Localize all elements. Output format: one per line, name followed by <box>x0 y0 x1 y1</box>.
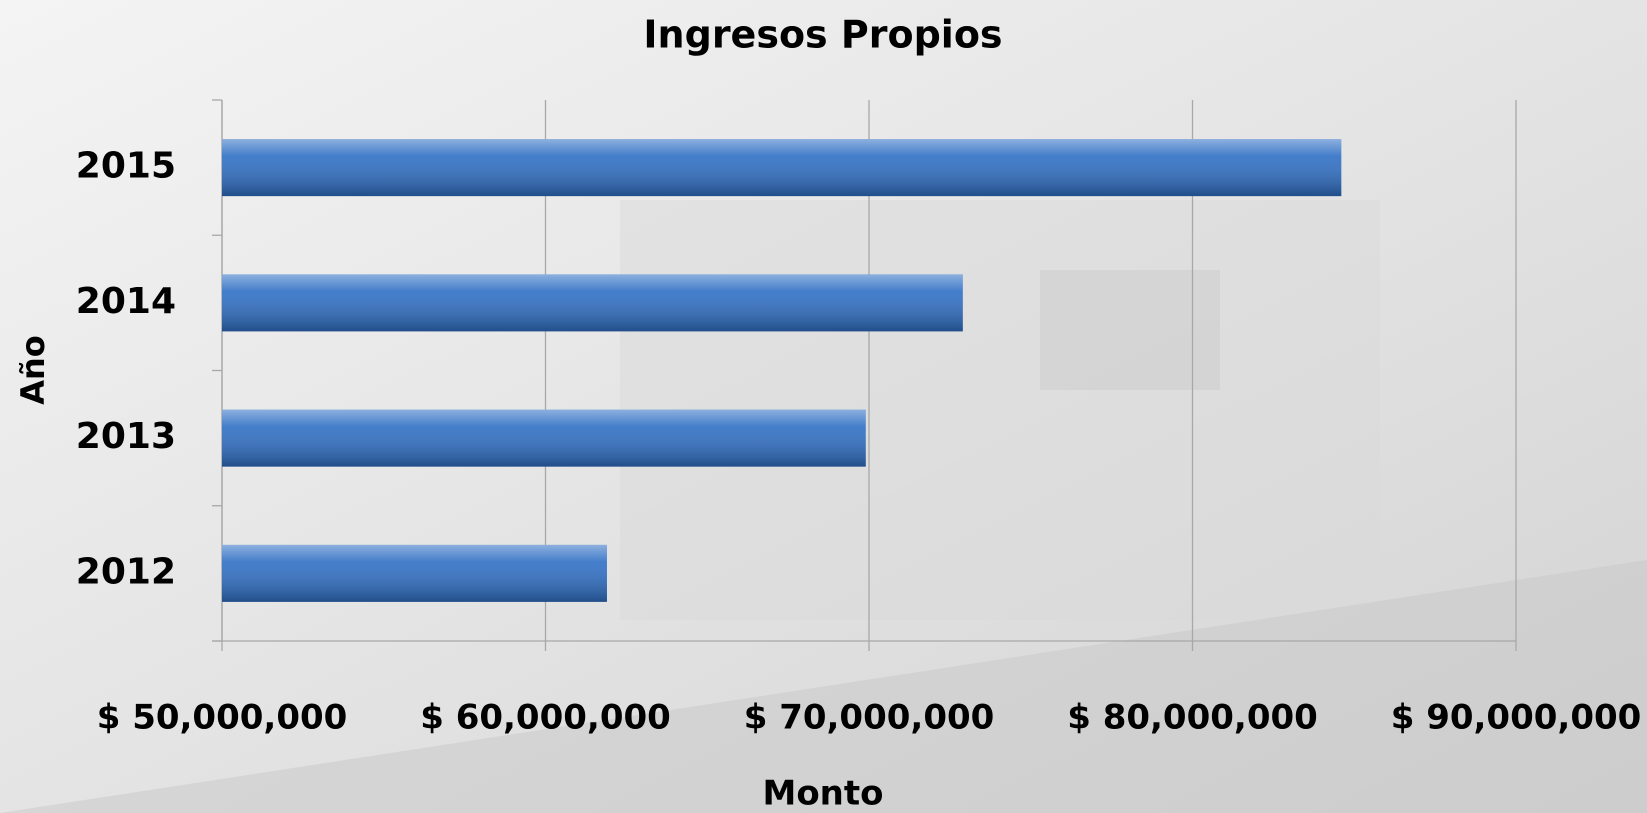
y-axis-title: Año <box>14 335 52 405</box>
bar <box>222 274 963 331</box>
chart-title: Ingresos Propios <box>643 13 1002 57</box>
page: Ingresos Propios Monto Año $ 50,000,000 $… <box>0 0 1647 813</box>
y-tick-label: 2015 <box>76 146 176 187</box>
chart: Ingresos Propios Monto Año $ 50,000,000 $… <box>0 0 1647 813</box>
y-tick-label: 2012 <box>76 551 176 592</box>
x-tick-label: $ 80,000,000 <box>1067 698 1318 738</box>
bar <box>222 139 1341 196</box>
x-tick-label: $ 60,000,000 <box>420 698 671 738</box>
x-tick-label: $ 50,000,000 <box>97 698 348 738</box>
bar <box>222 410 866 467</box>
bar <box>222 545 607 602</box>
x-tick-label: $ 90,000,000 <box>1391 698 1642 738</box>
y-tick-label: 2014 <box>76 281 176 322</box>
x-tick-label: $ 70,000,000 <box>744 698 995 738</box>
x-axis-title: Monto <box>762 774 883 813</box>
y-tick-label: 2013 <box>76 416 176 457</box>
